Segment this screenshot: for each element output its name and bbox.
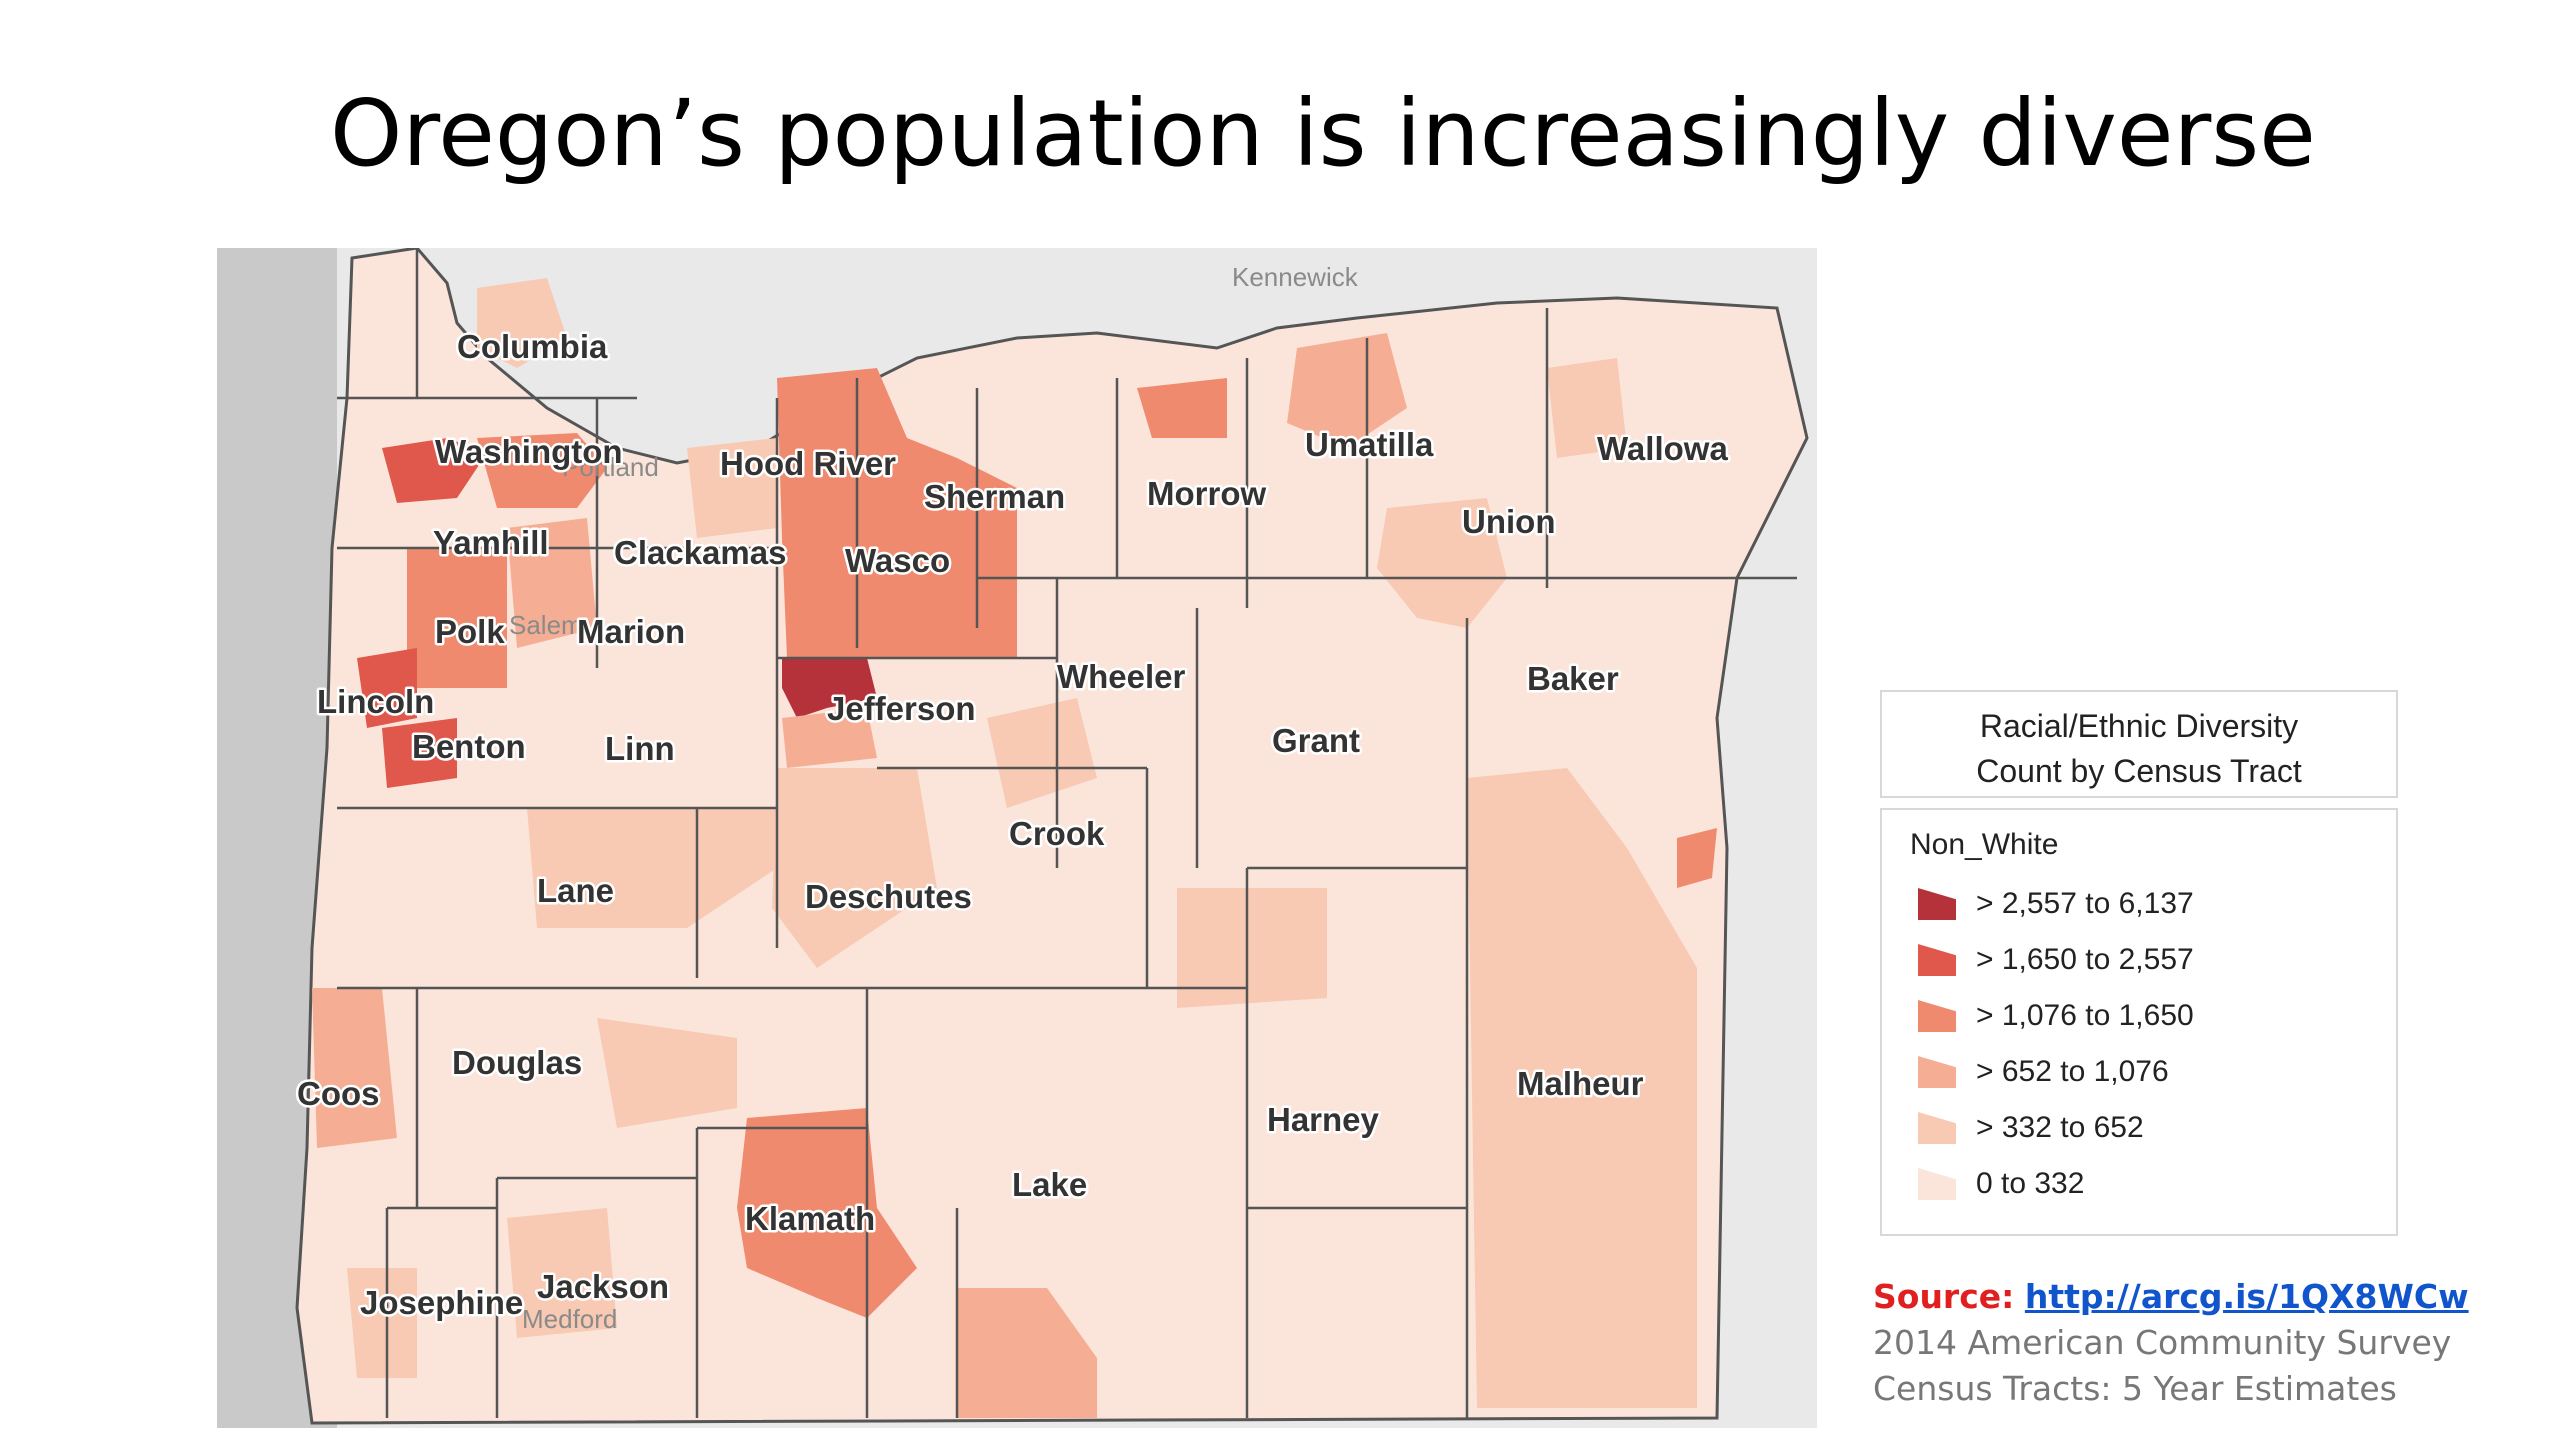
legend-title-line1: Racial/Ethnic Diversity: [1979, 708, 2299, 744]
slide-title: Oregon’s population is increasingly dive…: [330, 80, 2316, 187]
legend-swatch: [1918, 888, 1956, 920]
county-label-union: Union: [1462, 503, 1555, 540]
county-label-wheeler: Wheeler: [1057, 658, 1186, 695]
county-boundaries: [337, 248, 1797, 1418]
jackson-area: [507, 1208, 617, 1338]
county-label-grant: Grant: [1272, 722, 1360, 759]
source-estimates: Census Tracts: 5 Year Estimates: [1873, 1369, 2397, 1408]
county-label-washington: Washington: [435, 433, 623, 470]
county-label-wasco: Wasco: [845, 542, 950, 579]
benton-area: [382, 718, 457, 788]
klamath-area: [737, 1108, 917, 1318]
legend-item: > 1,076 to 1,650: [1918, 996, 2194, 1036]
city-label-kennewick: Kennewick: [1232, 262, 1359, 292]
county-label-morrow: Morrow: [1147, 475, 1266, 512]
county-label-sherman: Sherman: [924, 478, 1065, 515]
county-label-lane: Lane: [537, 872, 614, 909]
jefferson-area: [782, 658, 877, 718]
source-survey: 2014 American Community Survey: [1873, 1323, 2452, 1362]
legend-swatch: [1918, 944, 1956, 976]
portland-area: [477, 433, 607, 508]
salem-area: [507, 518, 597, 648]
legend-title-line2: Count by Census Tract: [1976, 753, 2302, 789]
legend-item-label: > 1,076 to 1,650: [1976, 999, 2194, 1032]
wallowa-area: [1547, 358, 1627, 458]
deschutes-area: [772, 768, 937, 968]
legend-item-label: > 2,557 to 6,137: [1976, 887, 2194, 920]
washington-area: [382, 438, 487, 503]
county-label-deschutes: Deschutes: [805, 878, 972, 915]
county-label-columbia: Columbia: [457, 328, 608, 365]
county-label-umatilla: Umatilla: [1305, 426, 1434, 463]
hood-river-area: [687, 438, 777, 538]
legend-item: > 652 to 1,076: [1918, 1052, 2169, 1092]
county-label-coos: Coos: [297, 1075, 380, 1112]
umatilla-mid-area: [1287, 333, 1407, 448]
county-label-klamath: Klamath: [745, 1200, 875, 1237]
legend-title: Racial/Ethnic Diversity Count by Census …: [1880, 690, 2398, 798]
city-label-medford: Medford: [522, 1304, 617, 1334]
legend-swatch: [1918, 1000, 1956, 1032]
crook-area: [987, 698, 1097, 808]
lake-south-area: [957, 1288, 1097, 1418]
source-link[interactable]: http://arcg.is/1QX8WCw: [2024, 1277, 2469, 1316]
county-label-crook: Crook: [1009, 815, 1105, 852]
county-label-polk: Polk: [435, 613, 505, 650]
legend-item: > 332 to 652: [1918, 1108, 2144, 1148]
umatilla-high-area: [1137, 378, 1227, 438]
legend-item: 0 to 332: [1918, 1164, 2084, 1204]
legend-item: > 2,557 to 6,137: [1918, 884, 2194, 924]
legend-field-name: Non_White: [1910, 828, 2059, 861]
lincoln-area: [357, 648, 417, 728]
county-label-harney: Harney: [1267, 1101, 1380, 1138]
county-label-yamhill: Yamhill: [433, 524, 549, 561]
county-label-lincoln: Lincoln: [317, 683, 434, 720]
jefferson-south-area: [782, 708, 877, 768]
county-label-linn: Linn: [605, 730, 675, 767]
source-note: Source: http://arcg.is/1QX8WCw 2014 Amer…: [1873, 1274, 2469, 1412]
county-label-douglas: Douglas: [452, 1044, 582, 1081]
legend-item-label: > 652 to 1,076: [1976, 1055, 2169, 1088]
county-label-marion: Marion: [577, 613, 685, 650]
legend: Non_White > 2,557 to 6,137 > 1,650 to 2,…: [1880, 808, 2398, 1236]
county-label-jefferson: Jefferson: [827, 690, 976, 727]
coos-area: [312, 988, 397, 1148]
city-label-salem: Salem: [509, 610, 583, 640]
city-label-portland: Portland: [562, 452, 659, 482]
grant-harney-area: [1177, 888, 1327, 1008]
county-label-lake: Lake: [1012, 1166, 1087, 1203]
wasco-area: [777, 368, 1017, 658]
oregon-map[interactable]: Kennewick Portland Salem Medford Columbi…: [217, 248, 1817, 1428]
malheur-area: [1467, 768, 1697, 1408]
legend-swatch: [1918, 1168, 1956, 1200]
columbia-area: [477, 278, 567, 368]
douglas-area: [597, 1018, 737, 1128]
county-label-clackamas: Clackamas: [614, 534, 786, 571]
legend-item: > 1,650 to 2,557: [1918, 940, 2194, 980]
county-label-hood-river: Hood River: [720, 445, 896, 482]
malheur-tract-area: [1677, 828, 1717, 888]
polk-marion-area: [407, 548, 507, 688]
county-label-malheur: Malheur: [1517, 1065, 1644, 1102]
county-label-benton: Benton: [412, 728, 526, 765]
legend-item-label: > 1,650 to 2,557: [1976, 943, 2194, 976]
legend-item-label: > 332 to 652: [1976, 1111, 2144, 1144]
county-label-jackson: Jackson: [537, 1268, 669, 1305]
source-label: Source:: [1873, 1277, 2015, 1316]
union-area: [1377, 498, 1507, 628]
county-label-baker: Baker: [1527, 660, 1619, 697]
legend-item-label: 0 to 332: [1976, 1167, 2085, 1200]
legend-swatch: [1918, 1112, 1956, 1144]
county-label-wallowa: Wallowa: [1597, 430, 1728, 467]
josephine-area: [347, 1268, 417, 1378]
map-canvas[interactable]: Kennewick Portland Salem Medford Columbi…: [217, 248, 1817, 1428]
source-line: Source: http://arcg.is/1QX8WCw: [1873, 1274, 2469, 1320]
legend-swatch: [1918, 1056, 1956, 1088]
lane-area: [527, 808, 777, 928]
county-label-josephine: Josephine: [360, 1284, 523, 1321]
